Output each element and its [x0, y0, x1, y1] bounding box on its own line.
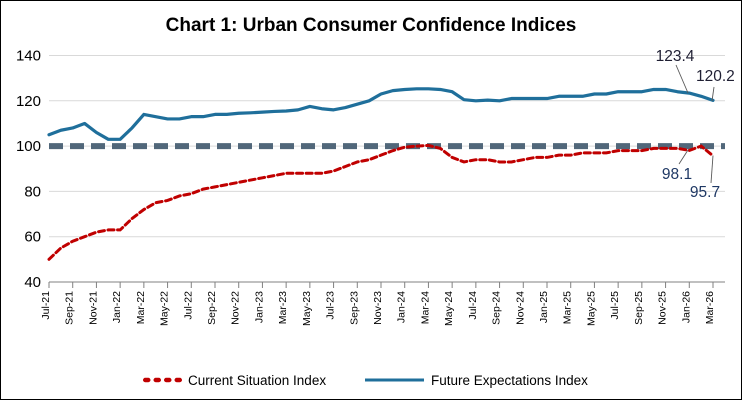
svg-text:Mar-26: Mar-26 [704, 291, 716, 324]
svg-text:Mar-22: Mar-22 [135, 291, 147, 324]
svg-text:Jul-25: Jul-25 [609, 291, 621, 320]
svg-text:Sep-21: Sep-21 [64, 291, 76, 325]
svg-text:Sep-25: Sep-25 [633, 291, 645, 325]
svg-text:May-25: May-25 [585, 291, 597, 326]
svg-text:120: 120 [16, 93, 41, 110]
svg-text:Jan-23: Jan-23 [253, 291, 265, 323]
svg-text:Nov-22: Nov-22 [230, 291, 242, 325]
svg-text:Current Situation Index: Current Situation Index [188, 373, 326, 388]
svg-text:Nov-25: Nov-25 [657, 291, 669, 325]
svg-text:Mar-25: Mar-25 [562, 291, 574, 324]
svg-text:Jan-26: Jan-26 [680, 291, 692, 323]
svg-text:40: 40 [24, 274, 41, 291]
svg-text:Jul-23: Jul-23 [325, 291, 337, 320]
svg-text:May-24: May-24 [443, 291, 455, 326]
svg-text:Mar-24: Mar-24 [419, 291, 431, 324]
svg-text:Sep-24: Sep-24 [491, 291, 503, 325]
svg-text:Jul-22: Jul-22 [182, 291, 194, 320]
svg-text:Sep-22: Sep-22 [206, 291, 218, 325]
svg-text:60: 60 [24, 229, 41, 246]
svg-text:140: 140 [16, 48, 41, 65]
svg-text:Nov-21: Nov-21 [87, 291, 99, 325]
svg-text:May-22: May-22 [159, 291, 171, 326]
svg-text:120.2: 120.2 [696, 68, 735, 85]
svg-text:Mar-23: Mar-23 [277, 291, 289, 324]
svg-text:Future Expectations Index: Future Expectations Index [431, 373, 588, 388]
svg-text:May-23: May-23 [301, 291, 313, 326]
svg-text:Jul-24: Jul-24 [467, 291, 479, 320]
svg-text:Jan-25: Jan-25 [538, 291, 550, 323]
svg-text:Nov-23: Nov-23 [372, 291, 384, 325]
svg-text:Jan-24: Jan-24 [396, 291, 408, 323]
svg-text:Sep-23: Sep-23 [348, 291, 360, 325]
svg-text:80: 80 [24, 183, 41, 200]
svg-text:100: 100 [16, 138, 41, 155]
svg-text:Jul-21: Jul-21 [40, 291, 52, 320]
svg-text:Nov-24: Nov-24 [514, 291, 526, 325]
svg-text:123.4: 123.4 [656, 48, 695, 65]
svg-text:95.7: 95.7 [690, 184, 720, 201]
svg-text:Jan-22: Jan-22 [111, 291, 123, 323]
svg-text:98.1: 98.1 [662, 166, 692, 183]
